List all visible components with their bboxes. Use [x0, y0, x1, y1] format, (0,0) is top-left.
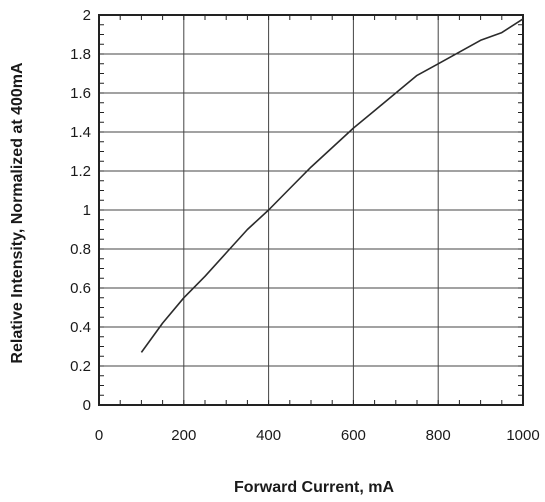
- x-tick-labels: 0 200 400 600 800 1000: [95, 427, 540, 444]
- y-tick-label: 0.6: [70, 280, 91, 297]
- series-layer: [140, 18, 524, 353]
- x-tick-label: 400: [256, 427, 281, 444]
- y-axis-label: Relative Intensity, Normalized at 400mA: [9, 62, 26, 364]
- y-tick-label: 1: [83, 202, 91, 219]
- y-tick-label: 0.4: [70, 319, 91, 336]
- y-tick-label: 1.6: [70, 85, 91, 102]
- y-tick-label: 0.8: [70, 241, 91, 258]
- x-tick-label: 1000: [506, 427, 539, 444]
- y-tick-label: 1.8: [70, 46, 91, 63]
- x-tick-label: 600: [341, 427, 366, 444]
- y-tick-label: 0: [83, 397, 91, 414]
- y-tick-label: 2: [83, 7, 91, 24]
- y-tick-labels: 0 0.2 0.4 0.6 0.8 1 1.2 1.4 1.6 1.8 2: [70, 7, 91, 414]
- series-line-0: [140, 18, 524, 353]
- x-axis-label: Forward Current, mA: [234, 479, 394, 496]
- y-tick-label: 0.2: [70, 358, 91, 375]
- y-tick-label: 1.4: [70, 124, 91, 141]
- x-tick-label: 800: [426, 427, 451, 444]
- grid-layer: [98, 14, 524, 406]
- x-tick-label: 0: [95, 427, 103, 444]
- plot-frame: [98, 14, 524, 406]
- y-tick-label: 1.2: [70, 163, 91, 180]
- x-tick-label: 200: [171, 427, 196, 444]
